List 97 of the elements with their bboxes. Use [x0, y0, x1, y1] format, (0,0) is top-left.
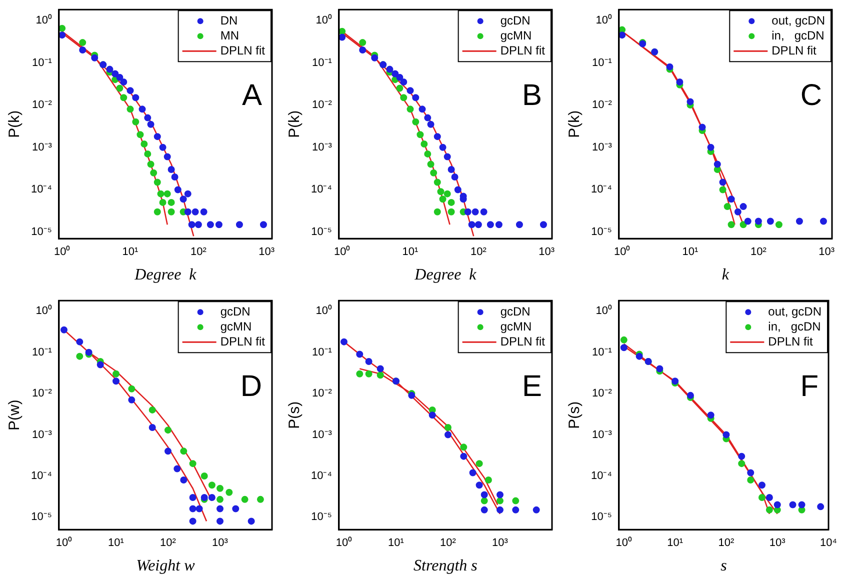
x-tick-label: 10¹ — [108, 537, 124, 550]
y-axis-title: P(w) — [6, 400, 24, 431]
x-tick-label: 10³ — [769, 537, 786, 550]
legend-label: gcMN — [500, 28, 532, 42]
y-axis-title: P(k) — [6, 110, 24, 138]
y-tick-label: 10⁻⁴ — [590, 470, 612, 482]
x-tick-label: 10³ — [492, 537, 508, 550]
y-tick-label: 10⁻⁴ — [310, 184, 332, 196]
y-axis-title: P(s) — [566, 401, 584, 429]
x-tick-label: 10⁰ — [616, 536, 632, 550]
legend-label: in, gcDN — [772, 28, 824, 42]
x-tick-label: 10⁰ — [336, 536, 352, 550]
y-tick-label: 10⁻¹ — [312, 56, 332, 69]
x-tick-label: 10¹ — [122, 246, 139, 258]
x-tick-label: 10³ — [258, 246, 275, 258]
x-tick-label: 10² — [750, 246, 767, 258]
x-tick-label: 10² — [160, 537, 176, 550]
x-tick-label: 10² — [190, 246, 207, 258]
y-tick-label: 10⁰ — [596, 13, 612, 26]
y-tick-label: 10⁻² — [32, 388, 52, 400]
y-tick-label: 10⁰ — [36, 304, 52, 318]
y-tick-label: 10⁻² — [312, 388, 332, 400]
y-tick-label: 10⁻² — [312, 99, 332, 112]
y-tick-label: 10⁻³ — [312, 141, 332, 154]
y-tick-label: 10⁻³ — [32, 428, 52, 441]
y-tick-label: 10⁻² — [592, 388, 612, 400]
y-tick-label: 10⁻¹ — [32, 56, 52, 69]
legend-label: DPLN fit — [500, 43, 546, 58]
y-tick-label: 10⁻⁴ — [30, 184, 52, 196]
legend-label: DN — [220, 13, 238, 28]
legend-label: gcDN — [500, 304, 530, 318]
x-tick-label: 10⁰ — [56, 536, 72, 550]
legend-label: out, gcDN — [768, 304, 822, 318]
y-tick-label: 10⁻⁵ — [311, 226, 332, 238]
legend-label: DPLN fit — [768, 334, 814, 348]
y-tick-label: 10⁻² — [32, 99, 52, 112]
legend-label: DPLN fit — [220, 43, 266, 58]
legend-label: gcMN — [500, 319, 532, 334]
y-tick-label: 10⁻⁵ — [311, 511, 332, 524]
x-axis-title: k — [722, 266, 730, 284]
legend-label: in, gcDN — [768, 319, 821, 334]
x-tick-label: 10³ — [538, 246, 555, 258]
y-tick-label: 10⁻⁴ — [310, 470, 332, 482]
y-tick-label: 10⁻⁴ — [30, 470, 52, 482]
x-tick-label: 10¹ — [388, 537, 404, 550]
legend-label: gcMN — [220, 319, 252, 334]
y-tick-label: 10⁻¹ — [312, 346, 332, 358]
y-tick-label: 10⁰ — [596, 304, 612, 318]
x-axis-title: s — [720, 558, 727, 575]
x-tick-label: 10⁰ — [334, 245, 350, 258]
y-tick-label: 10⁻³ — [312, 428, 332, 441]
y-tick-label: 10⁻¹ — [32, 346, 52, 358]
y-axis-title: P(k) — [566, 110, 584, 138]
x-tick-label: 10¹ — [682, 246, 699, 258]
legend-label: DPLN fit — [772, 43, 817, 58]
legend-label: MN — [220, 28, 239, 42]
x-axis-title: Degree k — [414, 266, 478, 284]
y-tick-label: 10⁻⁵ — [31, 511, 52, 524]
x-tick-label: 10² — [440, 537, 456, 550]
x-tick-label: 10⁰ — [54, 245, 70, 258]
x-tick-label: 10⁴ — [820, 537, 838, 550]
y-tick-label: 10⁻³ — [592, 428, 612, 441]
x-axis-title: Degree k — [134, 266, 198, 284]
y-axis-title: P(s) — [286, 401, 304, 429]
y-tick-label: 10⁻³ — [592, 141, 612, 154]
x-axis-title: Weight w — [136, 558, 196, 575]
x-tick-label: 10² — [470, 246, 487, 258]
legend-label: gcDN — [220, 304, 250, 318]
y-tick-label: 10⁻⁵ — [591, 226, 612, 238]
x-tick-label: 10⁰ — [614, 245, 630, 258]
x-tick-label: 10³ — [818, 246, 835, 258]
x-tick-label: 10¹ — [667, 537, 684, 550]
annotation: C — [800, 78, 822, 112]
y-tick-label: 10⁻² — [592, 99, 612, 112]
x-tick-label: 10² — [718, 537, 734, 550]
x-tick-label: 10¹ — [402, 246, 419, 258]
annotation: F — [800, 370, 819, 403]
legend-label: gcDN — [500, 13, 530, 28]
annotation: D — [240, 370, 262, 403]
annotation: A — [242, 78, 262, 112]
y-tick-label: 10⁻¹ — [592, 346, 612, 358]
x-tick-label: 10³ — [212, 537, 228, 550]
y-tick-label: 10⁻⁵ — [591, 511, 612, 524]
y-tick-label: 10⁰ — [36, 13, 52, 26]
legend-label: out, gcDN — [772, 13, 826, 28]
legend-label: DPLN fit — [500, 334, 546, 348]
x-axis-title: Strength s — [414, 558, 478, 575]
annotation: E — [522, 370, 542, 403]
y-tick-label: 10⁻³ — [32, 141, 52, 154]
y-tick-label: 10⁻⁴ — [590, 184, 612, 196]
annotation: B — [522, 78, 542, 112]
y-axis-title: P(k) — [286, 110, 304, 138]
y-tick-label: 10⁻¹ — [592, 56, 612, 69]
y-tick-label: 10⁻⁵ — [31, 226, 52, 238]
legend-label: DPLN fit — [220, 334, 266, 348]
y-tick-label: 10⁰ — [316, 304, 332, 318]
y-tick-label: 10⁰ — [316, 13, 332, 26]
